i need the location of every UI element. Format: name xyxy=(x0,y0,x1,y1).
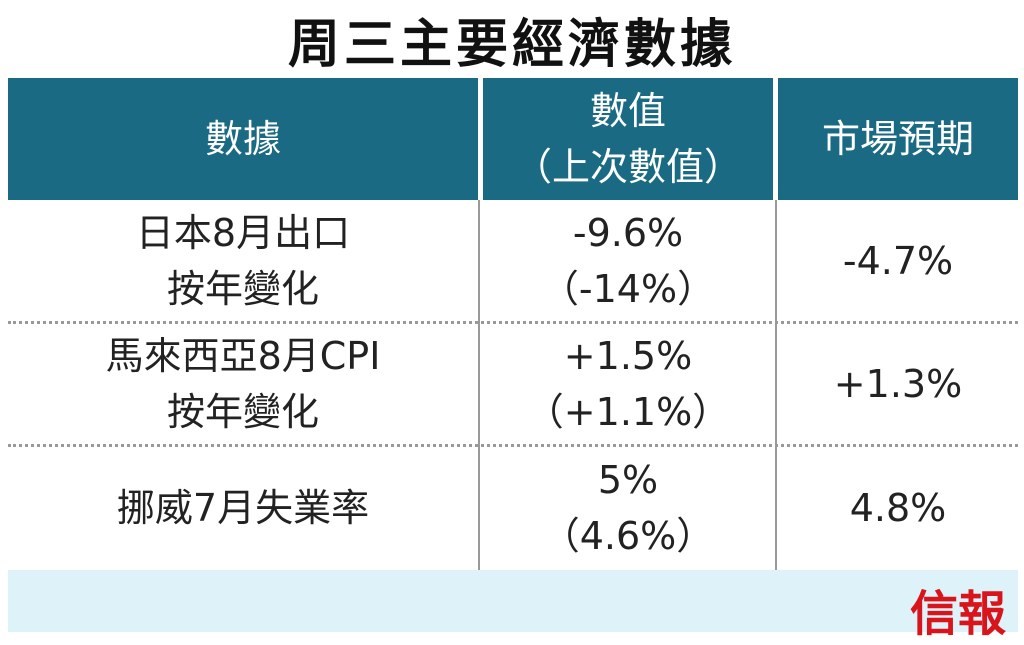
footer-band xyxy=(8,570,1018,632)
table-cell: +1.3% xyxy=(778,322,1018,445)
table-cell: 4.8% xyxy=(778,445,1018,570)
cell-line: -4.7% xyxy=(842,239,954,283)
header-cell: 市場預期 xyxy=(778,78,1018,200)
header-cell: 數據 xyxy=(8,78,478,200)
header-cell: 數值 （上次數值） xyxy=(483,78,773,200)
cell-line: -9.6% xyxy=(572,211,684,255)
cell-line: +1.5% xyxy=(563,333,693,378)
cell-line: （+1.1%） xyxy=(525,389,731,434)
table-cell: -4.7% xyxy=(778,200,1018,322)
table-cell: 日本8月出口 按年變化 xyxy=(8,200,478,322)
column-divider xyxy=(775,200,777,570)
cell-line: 數據 xyxy=(204,117,281,161)
table-cell: -9.6% （-14%） xyxy=(483,200,773,322)
table-cell: 馬來西亞8月CPI 按年變化 xyxy=(8,322,478,445)
column-divider xyxy=(478,200,480,570)
cell-line: 數值 xyxy=(589,89,666,133)
title: 周三主要經濟數據 xyxy=(287,15,736,75)
row-divider xyxy=(8,444,1018,447)
logo: 信報 xyxy=(909,586,1006,642)
cell-line: 市場預期 xyxy=(821,117,974,161)
table-cell: 挪威7月失業率 xyxy=(8,445,478,570)
cell-line: +1.3% xyxy=(833,361,963,406)
cell-line: 挪威7月失業率 xyxy=(116,485,370,530)
table-cell: +1.5% （+1.1%） xyxy=(483,322,773,445)
cell-line: 按年變化 xyxy=(166,267,319,311)
cell-line: 日本8月出口 xyxy=(135,211,351,255)
cell-line: 馬來西亞8月CPI xyxy=(105,333,381,378)
cell-line: （上次數值） xyxy=(513,145,742,189)
cell-line: 4.8% xyxy=(849,485,947,530)
cell-line: （-14%） xyxy=(540,267,716,311)
cell-line: 5% xyxy=(597,457,659,502)
row-divider xyxy=(8,321,1018,324)
cell-line: （4.6%） xyxy=(541,513,715,558)
cell-line: 按年變化 xyxy=(166,389,319,434)
table-cell: 5% （4.6%） xyxy=(483,445,773,570)
